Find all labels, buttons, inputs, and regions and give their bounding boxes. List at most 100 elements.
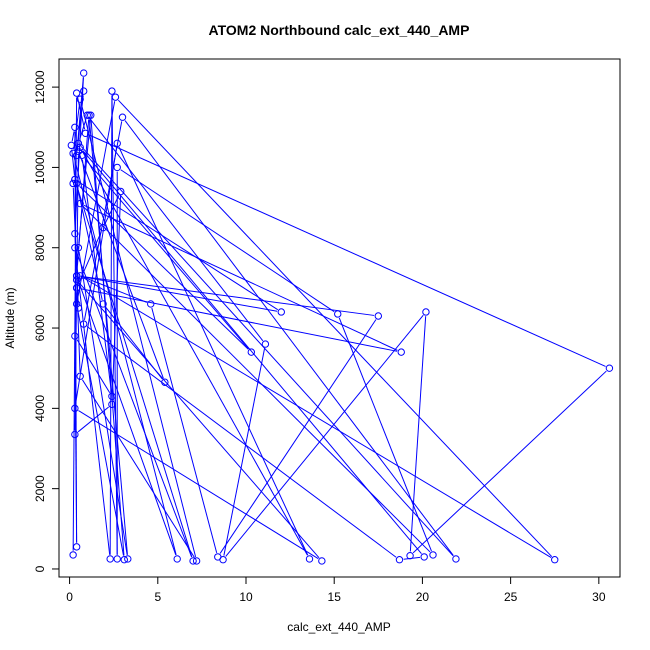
series-segment <box>83 276 148 303</box>
data-point <box>318 557 326 565</box>
series-segment <box>219 319 377 554</box>
data-point <box>305 555 314 563</box>
data-point <box>395 556 404 564</box>
data-point <box>189 557 197 565</box>
y-tick-label: 0 <box>33 565 47 572</box>
series-segment <box>117 99 553 558</box>
data-point <box>106 555 114 563</box>
x-tick-label: 5 <box>154 590 161 604</box>
series-segment <box>73 157 177 555</box>
data-point <box>161 378 169 386</box>
series-segment <box>412 370 607 554</box>
data-point <box>261 340 270 348</box>
data-point <box>277 308 285 316</box>
series-segment <box>80 276 278 312</box>
data-point <box>71 430 79 439</box>
data-point <box>71 123 79 131</box>
series-segment <box>78 119 91 244</box>
data-point <box>374 312 383 320</box>
data-point <box>113 163 121 172</box>
series-segment <box>78 251 128 555</box>
data-point <box>71 229 79 238</box>
x-tick-label: 10 <box>239 590 253 604</box>
series-segment <box>409 316 427 552</box>
x-tick-label: 15 <box>328 590 342 604</box>
data-point <box>69 179 77 188</box>
series-segment <box>124 120 454 556</box>
series-segment <box>82 150 422 555</box>
data-point <box>420 553 428 561</box>
data-point <box>111 93 120 101</box>
x-tick-label: 25 <box>504 590 518 604</box>
data-point <box>99 300 107 308</box>
data-point <box>120 556 128 564</box>
series-segment <box>79 155 164 379</box>
series-segment <box>72 97 78 551</box>
data-point <box>74 244 83 252</box>
data-point <box>79 320 88 328</box>
series-segment <box>71 131 75 142</box>
data-point <box>69 551 77 559</box>
series-segment <box>75 147 118 405</box>
data-point <box>76 199 84 208</box>
data-point <box>108 392 116 401</box>
series-segment <box>81 379 195 558</box>
data-point <box>71 404 79 413</box>
series-segment <box>76 101 116 300</box>
series-segment <box>76 95 84 152</box>
data-point <box>334 310 342 318</box>
x-tick-label: 0 <box>66 590 73 604</box>
series-segment <box>82 206 431 553</box>
data-point <box>76 272 84 280</box>
data-point <box>247 348 255 356</box>
data-point <box>72 151 81 160</box>
data-point <box>71 332 79 340</box>
series-segment <box>77 406 109 433</box>
series-segment <box>79 282 320 559</box>
data-point <box>429 551 437 559</box>
series-segment <box>76 339 111 393</box>
series-segment <box>118 146 309 556</box>
data-point <box>406 552 414 560</box>
data-point <box>108 400 116 409</box>
data-point <box>192 557 201 565</box>
data-point <box>72 300 81 308</box>
data-point <box>72 179 81 188</box>
data-point <box>118 113 127 121</box>
series-segment <box>81 159 112 393</box>
series-segment <box>90 119 125 556</box>
series-segment <box>338 317 432 552</box>
data-point <box>67 141 76 150</box>
x-tick-label: 20 <box>416 590 430 604</box>
series-segment <box>120 169 335 313</box>
data-point <box>551 556 559 564</box>
data-point <box>74 304 83 312</box>
y-tick-label: 4000 <box>33 395 47 422</box>
series-segment <box>80 146 454 557</box>
y-tick-label: 12000 <box>33 70 47 104</box>
data-point <box>117 187 125 196</box>
series-segment <box>89 134 606 367</box>
data-point <box>72 543 81 551</box>
series-segment <box>86 326 397 558</box>
series-segment <box>223 348 266 556</box>
series-segment <box>76 307 124 556</box>
series-segment <box>79 186 249 350</box>
y-tick-label: 2000 <box>33 475 47 502</box>
series-segment <box>77 279 177 556</box>
series-segment <box>75 251 193 558</box>
series-lines <box>71 77 607 560</box>
data-point <box>71 175 79 184</box>
y-axis: 0 2000 4000 6000 8000 10000 12000 <box>33 70 60 572</box>
data-point <box>79 69 88 77</box>
y-axis-label: Altitude (m) <box>3 287 17 348</box>
series-points <box>67 69 614 565</box>
series-segment <box>83 204 398 351</box>
data-point <box>87 111 95 119</box>
chart-title: ATOM2 Northbound calc_ext_440_AMP <box>209 22 470 38</box>
x-axis-label: calc_ext_440_AMP <box>287 620 390 634</box>
y-tick-label: 10000 <box>33 150 47 184</box>
series-segment <box>77 231 102 285</box>
